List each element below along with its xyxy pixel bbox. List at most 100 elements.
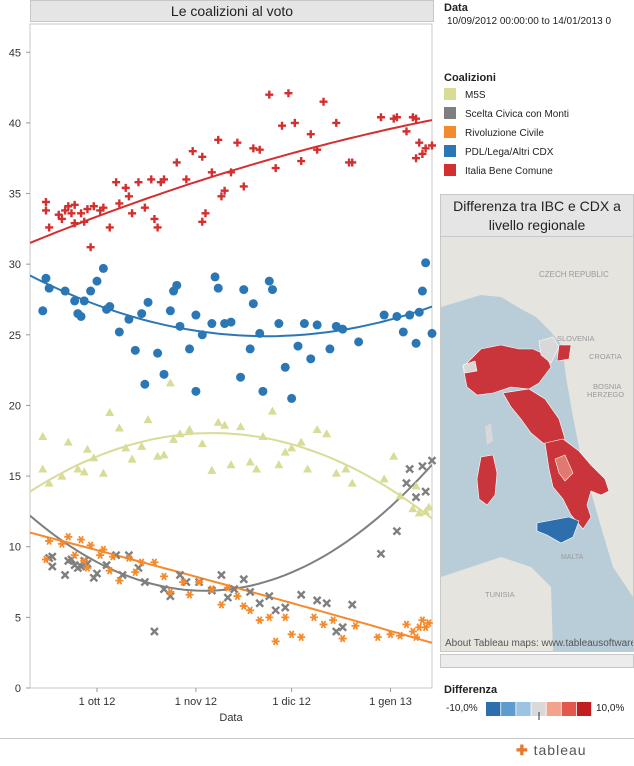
map-view[interactable]: CZECH REPUBLIC CROATIA BOSNIA HERZEGO SL… [441, 237, 633, 651]
gradient-cell [561, 702, 577, 716]
x-tick-label: 1 gen 13 [369, 696, 412, 708]
series-group [41, 89, 436, 252]
legend-item[interactable]: Scelta Civica con Monti [444, 107, 569, 123]
data-point [281, 613, 290, 622]
data-point [412, 114, 421, 123]
data-point [309, 613, 318, 622]
gradient-cell [576, 702, 592, 716]
data-point [280, 603, 290, 612]
map-label-herzego: HERZEGO [587, 390, 624, 399]
data-point [92, 276, 102, 286]
map-title-line1: Differenza tra IBC e CDX a [453, 198, 621, 214]
gradient-cell [546, 702, 561, 716]
data-point [264, 276, 274, 286]
data-point [424, 619, 433, 627]
data-point [159, 450, 169, 459]
data-point [303, 464, 313, 473]
data-point [405, 310, 415, 320]
data-point [331, 468, 341, 477]
data-point [134, 178, 143, 187]
data-point [233, 138, 242, 147]
data-point [354, 337, 364, 347]
data-point [293, 341, 303, 351]
data-point [312, 596, 322, 605]
gradient-min-label: -10,0% [446, 703, 478, 714]
y-tick-label: 20 [9, 400, 21, 412]
data-point [160, 175, 168, 184]
data-point [428, 141, 436, 150]
gradient-cell [501, 702, 516, 716]
data-point [57, 539, 66, 548]
data-point [99, 203, 108, 212]
data-point [67, 209, 76, 218]
tableau-logo[interactable]: ✚ tableau [516, 742, 587, 759]
data-point [418, 616, 427, 625]
data-point [239, 602, 248, 611]
data-point [86, 243, 95, 252]
legend-label: PDL/Lega/Altri CDX [465, 147, 554, 158]
data-point [92, 569, 102, 578]
data-point [347, 600, 357, 609]
legend-item[interactable]: Rivoluzione Civile [444, 126, 544, 142]
data-point [102, 560, 111, 570]
data-point [379, 310, 389, 320]
data-point [417, 286, 427, 296]
data-point [54, 210, 63, 219]
gradient-bar[interactable] [484, 700, 594, 720]
data-point [47, 552, 57, 561]
data-point [83, 205, 92, 214]
data-point [220, 186, 229, 195]
data-point [86, 541, 95, 550]
series-group [41, 532, 433, 646]
data-point [223, 583, 232, 592]
trendline [30, 464, 432, 592]
data-point [41, 555, 50, 564]
date-range-value[interactable]: 10/09/2012 00:00:00 to 14/01/2013 0 [447, 16, 612, 27]
y-tick-label: 10 [9, 542, 21, 554]
data-point [271, 637, 280, 646]
data-point [77, 209, 86, 218]
italy-map[interactable]: CZECH REPUBLIC CROATIA BOSNIA HERZEGO SL… [441, 237, 633, 651]
legend-swatch [444, 164, 456, 177]
data-point [159, 584, 169, 594]
data-point [412, 633, 421, 642]
data-point [45, 537, 54, 546]
data-point [338, 324, 348, 334]
data-point [166, 591, 175, 601]
legend-item[interactable]: Italia Bene Comune [444, 164, 553, 180]
italy-center-region [502, 388, 566, 448]
data-point [41, 198, 50, 207]
data-point [150, 214, 159, 223]
legend-label: M5S [465, 90, 486, 101]
data-point [175, 570, 185, 580]
data-point [415, 138, 424, 147]
map-label-malta: MALTA [561, 554, 584, 561]
data-point [82, 444, 92, 453]
legend-swatch [444, 145, 456, 158]
data-point [341, 464, 351, 473]
data-point [83, 563, 92, 572]
data-point [47, 562, 57, 571]
map-label-slovenia: SLOVENIA [557, 334, 595, 343]
axes-group: 0 5 10 15 20 25 30 35 40 45 1 ott 12 1 nov 12 1 dic … [9, 23, 433, 724]
land-africa [441, 557, 553, 651]
data-point [70, 219, 79, 228]
legend-item[interactable]: M5S [444, 88, 486, 104]
data-point [226, 317, 236, 327]
x-tick-label: 1 ott 12 [79, 696, 116, 708]
data-point [188, 147, 197, 156]
data-point [267, 406, 277, 415]
data-point [165, 306, 175, 316]
data-point [121, 443, 131, 452]
map-horizontal-scrollbar[interactable] [440, 654, 634, 668]
data-point [175, 429, 185, 438]
data-point [217, 600, 226, 609]
data-point [290, 118, 299, 127]
legend-item[interactable]: PDL/Lega/Altri CDX [444, 145, 553, 161]
data-point [98, 468, 108, 477]
data-point [233, 592, 242, 601]
data-point [229, 584, 239, 594]
map-credit-link[interactable]: About Tableau maps: www.tableausoftware.… [445, 638, 633, 649]
data-point [160, 572, 168, 581]
data-point [64, 202, 73, 211]
